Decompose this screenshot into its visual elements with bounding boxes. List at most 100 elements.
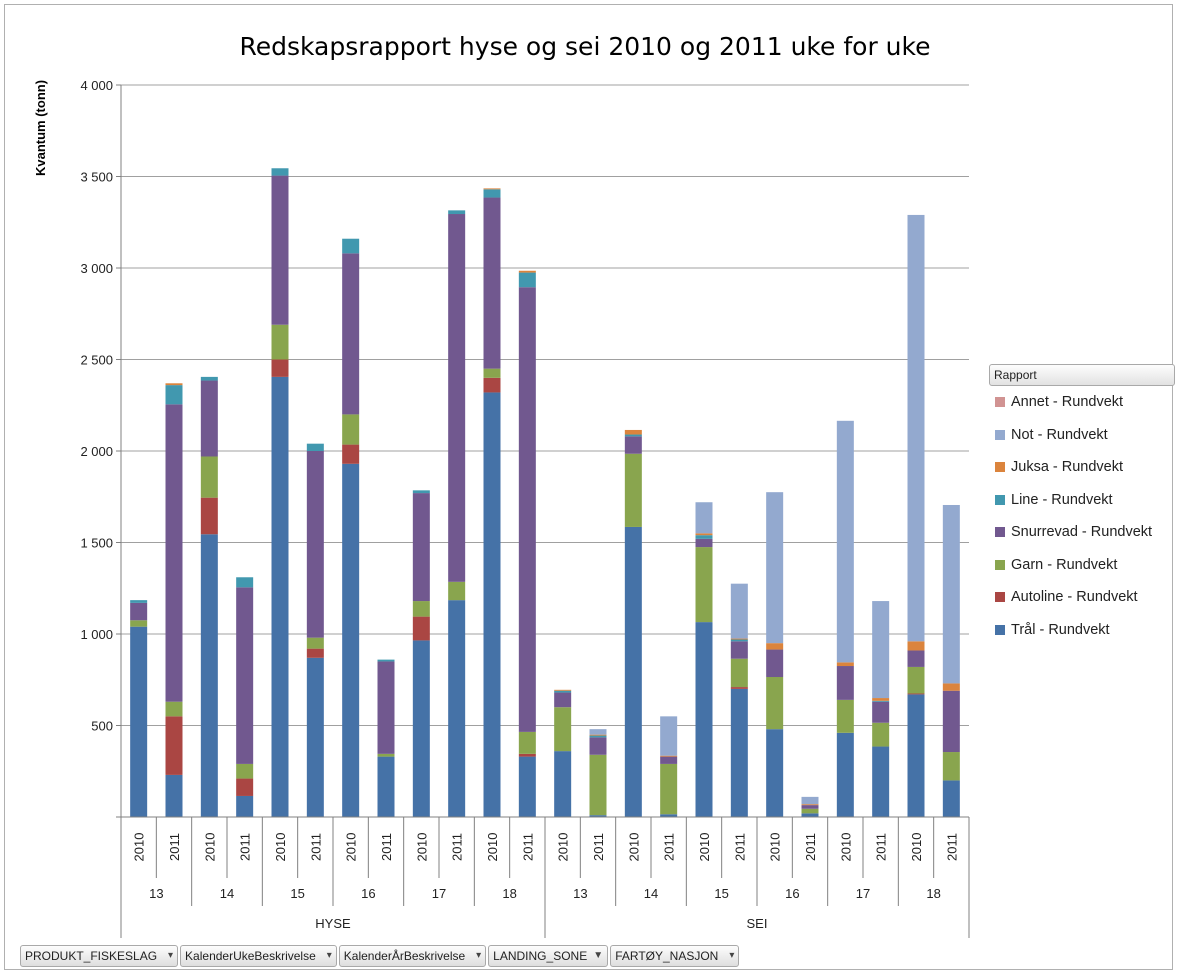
bar-segment (165, 383, 183, 386)
filter-button[interactable]: KalenderÅrBeskrivelse ▾ (338, 945, 487, 967)
legend-swatch (995, 624, 1005, 635)
x-week-label: 14 (220, 886, 234, 901)
legend-label: Annet - Rundvekt (1011, 394, 1124, 411)
bar-segment (730, 583, 748, 639)
bar-segment (448, 210, 466, 215)
bar-segment (518, 272, 536, 288)
filter-button[interactable]: FARTØY_NASJON ▾ (610, 945, 740, 967)
bar-segment (412, 616, 430, 641)
x-year-label: 2010 (697, 833, 712, 862)
x-year-label: 2010 (768, 833, 783, 862)
bar-segment (801, 805, 819, 809)
legend-swatch (995, 592, 1005, 603)
bar-segment (907, 666, 925, 694)
bar-segment (483, 189, 501, 198)
legend-swatch (995, 559, 1005, 570)
bar-segment (271, 376, 289, 817)
x-year-label: 2011 (379, 833, 394, 861)
bar-segment (412, 493, 430, 602)
filter-label: KalenderUkeBeskrivelse (185, 949, 316, 963)
x-week-label: 18 (502, 886, 516, 901)
bar-segment (483, 368, 501, 378)
filter-icon[interactable]: ▾ (168, 950, 174, 961)
bar-segment (589, 754, 607, 816)
bar-segment (942, 504, 960, 684)
bar-segment (872, 698, 890, 701)
bar-segment (518, 287, 536, 732)
bar-segment (165, 774, 183, 817)
bar-segment (836, 732, 854, 817)
x-group-label: SEI (747, 916, 768, 931)
bar-segment (766, 643, 784, 650)
dropdown-icon[interactable]: ▼ (593, 950, 604, 961)
x-year-label: 2011 (944, 833, 959, 861)
x-year-label: 2011 (803, 833, 818, 861)
filter-label: FARTØY_NASJON (615, 949, 719, 963)
bar-segment (589, 815, 607, 817)
legend-item: Line - Rundvekt (989, 484, 1177, 517)
y-axis-label: Kvantum (tonn) (33, 80, 48, 176)
legend: Rapport Annet - Rundvekt Not - Rundvekt Ju… (989, 364, 1177, 646)
filter-button[interactable]: PRODUKT_FISKESLAG ▾ (20, 945, 179, 967)
x-week-label: 17 (432, 886, 446, 901)
legend-swatch (995, 527, 1005, 538)
bar-segment (907, 214, 925, 642)
bar-segment (872, 601, 890, 699)
x-year-label: 2010 (838, 833, 853, 862)
bar-segment (766, 729, 784, 817)
bar-segment (130, 620, 148, 627)
bar-segment (271, 359, 289, 377)
legend-header[interactable]: Rapport (989, 364, 1175, 386)
bar-segment (271, 175, 289, 325)
bar-segment (624, 434, 642, 437)
bar-segment (801, 804, 819, 806)
bar-segment (306, 637, 324, 649)
bar-segment (836, 699, 854, 733)
bar-segment (200, 534, 218, 817)
legend-item: Juksa - Rundvekt (989, 451, 1177, 484)
bar-segment (200, 456, 218, 498)
legend-label: Juksa - Rundvekt (1011, 459, 1124, 476)
x-year-label: 2010 (556, 833, 571, 862)
bar-segment (660, 814, 678, 817)
legend-label: Garn - Rundvekt (1011, 556, 1118, 573)
bar-segment (412, 490, 430, 494)
bar-segment (130, 600, 148, 603)
gridlines (121, 84, 969, 726)
bar-segment (589, 737, 607, 755)
bar-segment (165, 701, 183, 717)
bar-segment (554, 689, 572, 691)
bar-segment (730, 658, 748, 688)
bar-segment (483, 392, 501, 817)
filter-icon[interactable]: ▾ (326, 950, 332, 961)
bar-segment (236, 778, 254, 796)
bar-segment (518, 753, 536, 757)
x-year-label: 2011 (520, 833, 535, 861)
filter-button[interactable]: KalenderUkeBeskrivelse ▾ (180, 945, 337, 967)
bar-segment (942, 752, 960, 781)
x-year-label: 2011 (238, 833, 253, 861)
bar-segment (342, 444, 360, 464)
filter-button[interactable]: LANDING_SONE ▼ (488, 945, 609, 967)
filter-icon[interactable]: ▾ (729, 950, 735, 961)
legend-label: Trål - Rundvekt (1011, 621, 1110, 638)
bar-segment (589, 735, 607, 738)
bar-segment (271, 168, 289, 176)
axes: 500 1 000 1 500 2 000 2 500 3 000 3 500 4 000 20… (80, 78, 970, 938)
bar-segment (872, 722, 890, 747)
x-year-label: 2010 (626, 833, 641, 862)
bar-segment (342, 253, 360, 415)
bar-segment (554, 707, 572, 752)
x-year-label: 2011 (167, 833, 182, 861)
bar-segment (695, 547, 713, 623)
filter-icon[interactable]: ▾ (476, 950, 482, 961)
bar-segment (872, 700, 890, 702)
x-week-label: 16 (361, 886, 375, 901)
x-week-label: 16 (785, 886, 799, 901)
legend-item: Garn - Rundvekt (989, 549, 1177, 582)
bar-segment (342, 414, 360, 445)
filter-bar: PRODUKT_FISKESLAG ▾ KalenderUkeBeskrivelse… (20, 945, 741, 967)
bar-segment (660, 756, 678, 764)
y-tick-label: 3 000 (80, 261, 113, 276)
bar-segment (660, 763, 678, 815)
